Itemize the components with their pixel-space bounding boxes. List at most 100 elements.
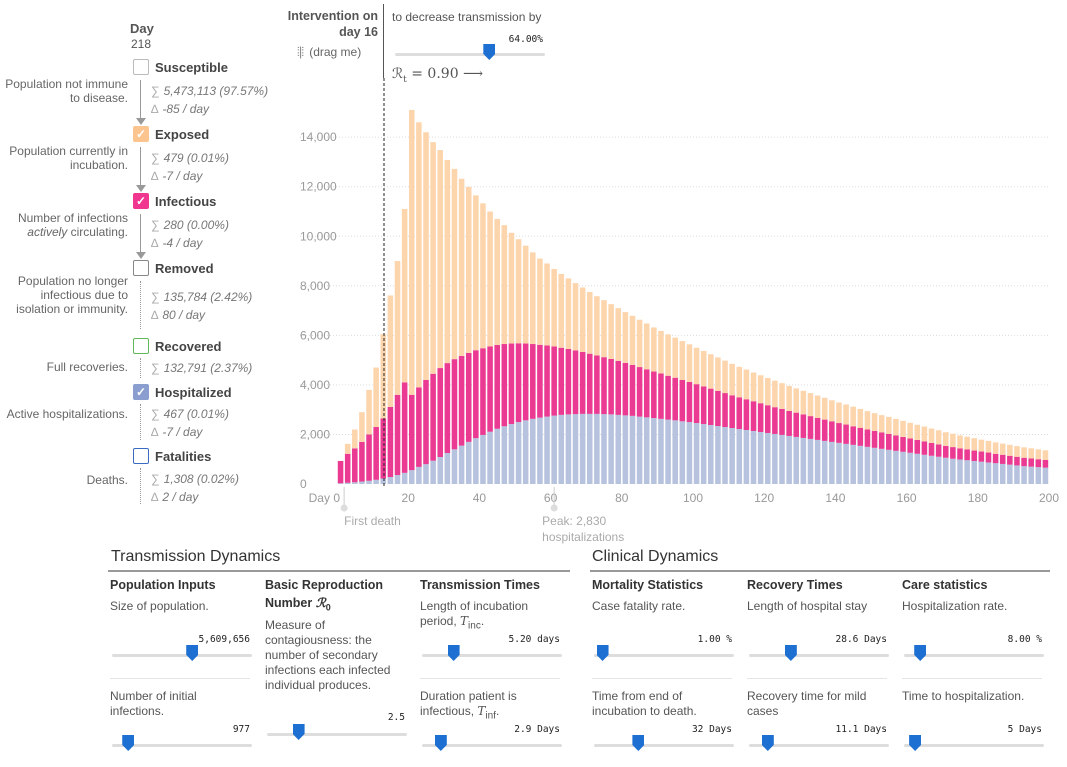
legend-fatalities[interactable]: Fatalities	[133, 447, 211, 465]
population-size-value: 5,609,656	[198, 634, 250, 645]
legend-infectious[interactable]: ✓ Infectious	[133, 192, 216, 210]
slider-thumb[interactable]	[784, 645, 797, 661]
bar-exposed	[729, 363, 735, 396]
r0-slider[interactable]	[267, 724, 407, 740]
slider-thumb[interactable]	[447, 645, 460, 661]
slider-thumb[interactable]	[186, 645, 199, 661]
intervention-drag-handle[interactable]: ⦙|⦙ (drag me)	[297, 44, 361, 60]
bar-exposed	[850, 406, 856, 427]
bar-hospitalized	[786, 435, 792, 484]
slider-thumb[interactable]	[292, 724, 305, 740]
bar-hospitalized	[337, 483, 344, 484]
bar-hospitalized	[722, 427, 728, 484]
bar-hospitalized	[935, 456, 942, 484]
infectious-total: ∑ 280 (0.00%)	[151, 216, 229, 234]
bar-infectious	[451, 359, 458, 450]
bar-exposed	[359, 412, 365, 442]
hospital-stay-slider[interactable]	[749, 645, 889, 661]
removed-checkbox[interactable]	[133, 260, 149, 276]
slider-thumb[interactable]	[483, 44, 496, 60]
population-size-slider[interactable]	[112, 645, 252, 661]
bar-exposed	[1021, 447, 1027, 458]
annotation-label: First death	[344, 514, 401, 528]
bar-exposed	[594, 296, 600, 356]
mild-recovery-slider[interactable]	[749, 735, 889, 751]
bar-exposed	[565, 278, 572, 349]
infectious-checkbox[interactable]: ✓	[133, 193, 149, 209]
slider-thumb[interactable]	[122, 735, 135, 751]
legend-exposed[interactable]: ✓ Exposed	[133, 125, 209, 143]
incubation-value: 5.20 days	[508, 634, 560, 645]
slider-track	[267, 733, 407, 736]
bar-exposed	[601, 300, 607, 358]
bar-hospitalized	[857, 445, 864, 484]
delta-icon: ∆	[151, 490, 159, 504]
bar-exposed	[864, 411, 871, 430]
x-tick-label: 200	[1039, 491, 1059, 505]
slider-thumb[interactable]	[761, 735, 774, 751]
legend-removed[interactable]: Removed	[133, 259, 214, 277]
time-to-death-slider[interactable]	[594, 735, 734, 751]
infectious-duration-slider[interactable]	[422, 735, 562, 751]
legend-hospitalized[interactable]: ✓ Hospitalized	[133, 383, 232, 401]
bar-hospitalized	[679, 421, 686, 484]
intervention-title: Intervention on day 16	[287, 9, 378, 39]
recovered-checkbox[interactable]	[133, 338, 149, 354]
bar-infectious	[999, 454, 1006, 464]
infectious-delta-value: -4 / day	[162, 236, 203, 250]
delta-icon: ∆	[151, 236, 159, 250]
susceptible-checkbox[interactable]	[133, 59, 149, 75]
bar-hospitalized	[615, 414, 622, 484]
bar-exposed	[401, 209, 408, 383]
bar-infectious	[601, 357, 607, 415]
bar-hospitalized	[508, 424, 515, 484]
slider-thumb[interactable]	[596, 645, 609, 661]
sum-icon: ∑	[151, 472, 160, 486]
hospitalization-rate-value: 8.00 %	[1007, 634, 1042, 645]
legend-susceptible[interactable]: Susceptible	[133, 58, 228, 76]
r0-head-text: Basic Reproduction Number	[265, 578, 384, 610]
bar-infectious	[344, 453, 351, 483]
bar-hospitalized	[821, 440, 828, 484]
bar-hospitalized	[451, 449, 458, 484]
initial-infections-slider[interactable]	[112, 735, 252, 751]
bar-hospitalized	[629, 415, 636, 484]
fatality-rate-slider[interactable]	[594, 645, 734, 661]
delta-icon: ∆	[151, 425, 159, 439]
bar-hospitalized	[900, 451, 906, 484]
hospitalized-checkbox[interactable]: ✓	[133, 384, 149, 400]
y-tick-label: 4,000	[300, 378, 330, 392]
intervention-slider[interactable]	[395, 44, 545, 60]
bar-infectious	[458, 355, 465, 446]
slider-thumb[interactable]	[632, 735, 645, 751]
hospitalization-rate-slider[interactable]	[904, 645, 1044, 661]
flow-line	[140, 214, 141, 252]
bar-exposed	[387, 295, 394, 407]
bar-hospitalized	[1042, 467, 1049, 484]
hospitalized-label: Hospitalized	[155, 384, 232, 400]
incubation-slider[interactable]	[422, 645, 562, 661]
bar-infectious	[401, 382, 408, 473]
slider-thumb[interactable]	[914, 645, 927, 661]
intervention-text: to decrease transmission by	[392, 10, 542, 24]
t-inc-subscript: inc	[468, 620, 481, 632]
legend-recovered[interactable]: Recovered	[133, 337, 221, 355]
bar-hospitalized	[458, 445, 465, 484]
bar-infectious	[1028, 458, 1034, 467]
slider-thumb[interactable]	[909, 735, 922, 751]
fatalities-checkbox[interactable]	[133, 448, 149, 464]
bar-infectious	[629, 364, 636, 416]
fatalities-delta: ∆ 2 / day	[151, 488, 198, 506]
bar-infectious	[387, 406, 394, 478]
t-inf-symbol: T	[477, 704, 486, 718]
bar-exposed	[551, 268, 557, 347]
bar-exposed	[921, 426, 928, 442]
bar-hospitalized	[800, 437, 807, 484]
t-inc-symbol: T	[460, 614, 469, 628]
exposed-checkbox[interactable]: ✓	[133, 126, 149, 142]
bar-hospitalized	[864, 446, 871, 484]
bar-exposed	[992, 442, 999, 454]
bar-exposed	[651, 327, 657, 372]
slider-thumb[interactable]	[434, 735, 447, 751]
time-to-hospital-slider[interactable]	[904, 735, 1044, 751]
